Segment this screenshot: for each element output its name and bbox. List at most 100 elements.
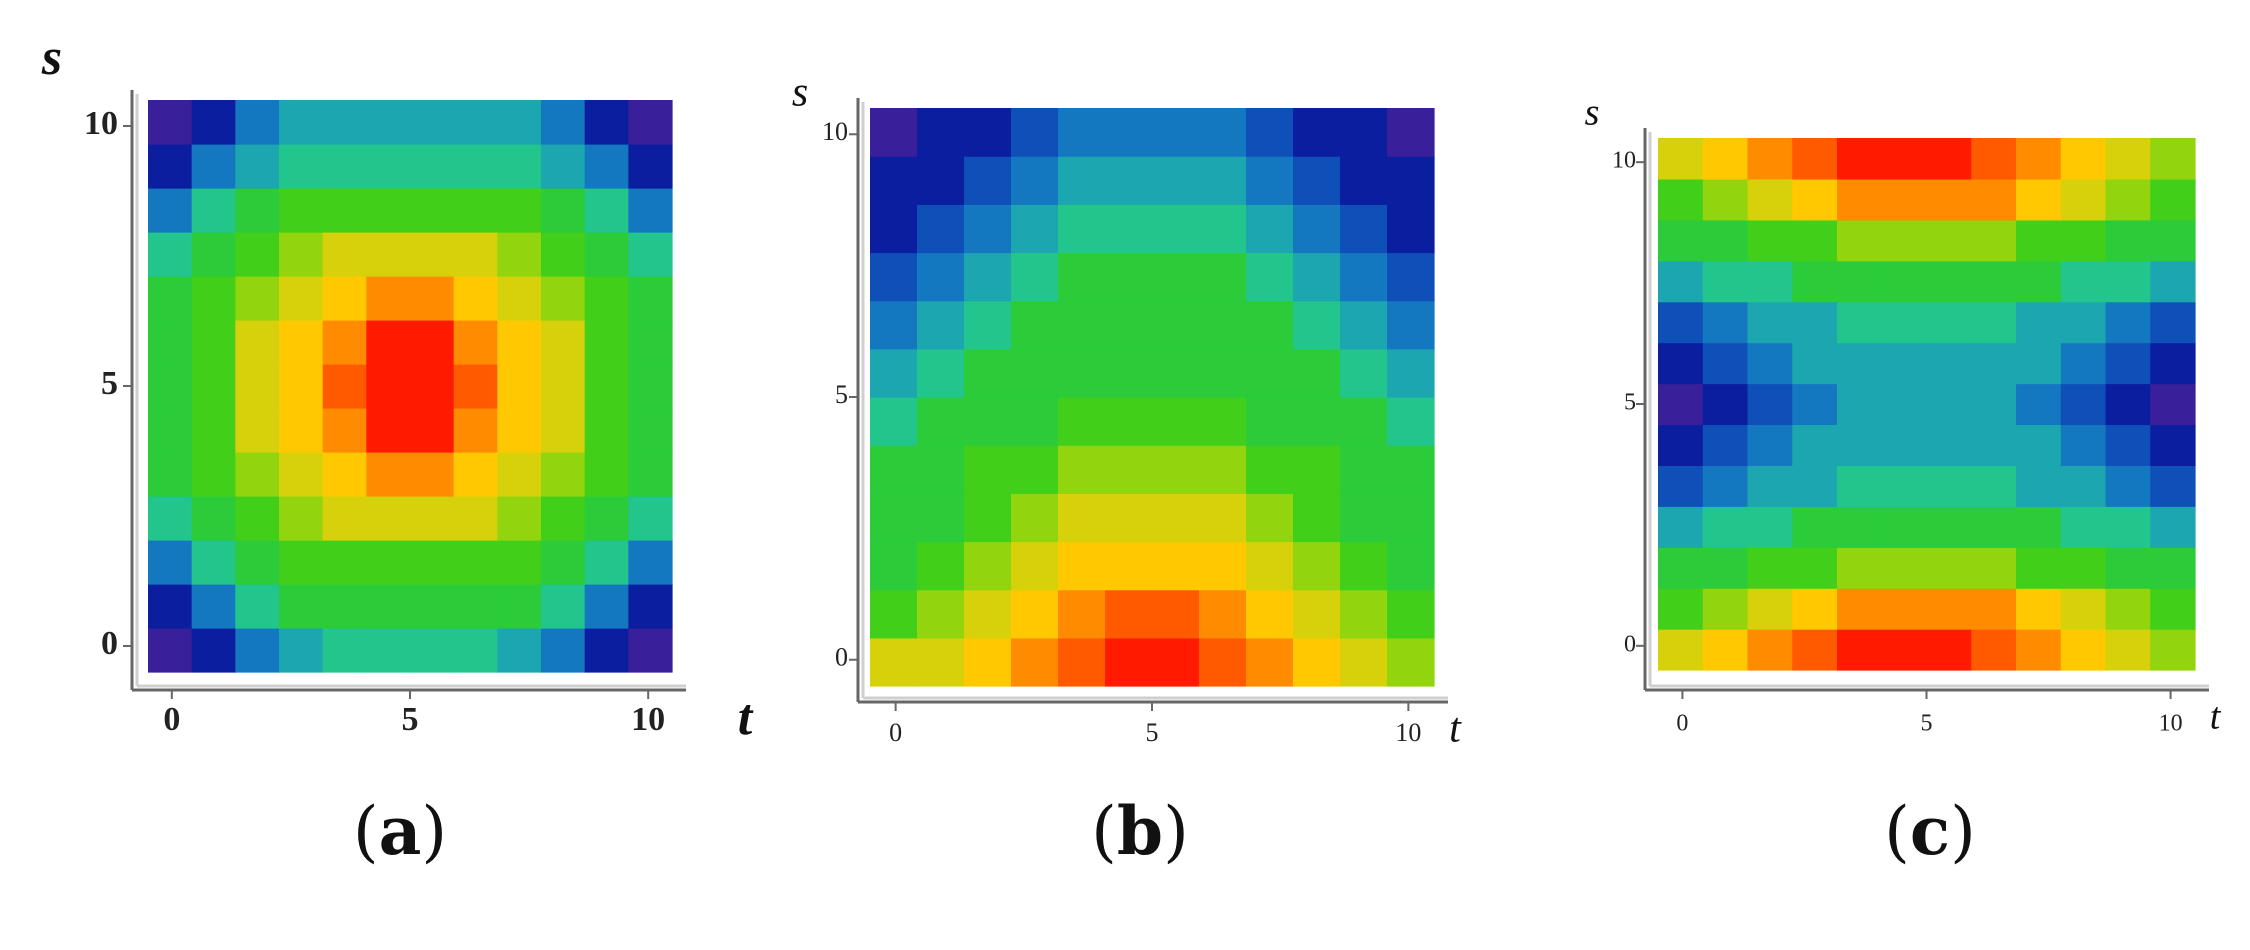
heatmap-cell [541, 496, 586, 541]
heatmap-cell [541, 628, 586, 673]
heatmap-cell [1340, 252, 1388, 302]
heatmap-cell [1246, 204, 1294, 254]
heatmap-cell [917, 493, 965, 543]
heatmap-cell [917, 541, 965, 591]
heatmap-cell [322, 188, 367, 233]
heatmap-cell [628, 144, 673, 189]
heatmap-cell [1387, 541, 1435, 591]
heatmap-cell [2105, 465, 2151, 507]
heatmap-cell [917, 252, 965, 302]
panel-caption: (b) [1091, 792, 1189, 870]
heatmap-cell [2060, 260, 2107, 303]
heatmap-cell [2060, 465, 2107, 507]
heatmap-cell [964, 300, 1012, 350]
heatmap-cell [191, 364, 236, 409]
heatmap-cell [453, 276, 498, 321]
heatmap-cell [2060, 138, 2107, 180]
x-tick-label: 0 [889, 718, 902, 747]
heatmap-cell [964, 493, 1012, 543]
heatmap-cell [1152, 348, 1200, 398]
heatmap-cell [1792, 465, 1838, 507]
heatmap-cell [1837, 506, 1883, 548]
heatmap-cell [2105, 260, 2151, 303]
heatmap-cell [584, 408, 629, 453]
heatmap-cell [1011, 493, 1059, 543]
heatmap-cell [1747, 383, 1793, 426]
heatmap-cell [497, 408, 542, 453]
heatmap-cell [366, 364, 411, 409]
panel-caption: (a) [352, 792, 448, 870]
heatmap-cell [1926, 178, 1972, 221]
heatmap-cell [2150, 629, 2196, 671]
heatmap-cell [2016, 465, 2062, 507]
heatmap-cell [1340, 156, 1388, 205]
heatmap-cell [497, 540, 542, 585]
heatmap-cell [453, 496, 498, 541]
heatmap-cell [1340, 397, 1388, 446]
heatmap-cell [2016, 301, 2062, 344]
heatmap-cell [148, 232, 193, 277]
heatmap-cell [1881, 301, 1928, 344]
heatmap-cell [1702, 138, 1749, 180]
y-axis-label: s [41, 29, 62, 86]
heatmap-cell [1105, 156, 1153, 205]
heatmap-cell [2016, 138, 2062, 180]
heatmap-cell [1926, 547, 1972, 589]
heatmap-cell [1152, 108, 1200, 157]
heatmap-cell [410, 276, 455, 321]
heatmap-cell [1293, 156, 1341, 205]
heatmap-cell [584, 628, 629, 673]
heatmap-cell [1387, 252, 1435, 302]
heatmap-cell [1246, 108, 1294, 157]
heatmap-cell [628, 540, 673, 585]
heatmap-cell [366, 188, 411, 233]
x-tick-label: 0 [163, 701, 180, 738]
heatmap-cell [1293, 637, 1341, 687]
heatmap-cell [2150, 383, 2196, 426]
heatmap-cell [410, 628, 455, 673]
heatmap-cell [2016, 588, 2062, 630]
heatmap-cell [1971, 219, 2017, 262]
heatmap-cell [410, 364, 455, 409]
heatmap-cell [628, 188, 673, 233]
heatmap-cell [148, 364, 193, 409]
heatmap-cell [584, 276, 629, 321]
heatmap-cell [366, 100, 411, 145]
heatmap-cell [1971, 588, 2017, 630]
heatmap-cell [541, 276, 586, 321]
heatmap-cell [1926, 383, 1972, 426]
heatmap-cell [1387, 397, 1435, 446]
heatmap-cell [235, 408, 280, 453]
heatmap-cell [453, 144, 498, 189]
heatmap-cell [1293, 108, 1341, 157]
heatmap-cell [1881, 383, 1928, 426]
heatmap-cell [279, 408, 324, 453]
heatmap-cell [2060, 383, 2107, 426]
heatmap-cell [497, 320, 542, 365]
heatmap-cell [497, 496, 542, 541]
heatmap-cell [1058, 493, 1106, 543]
heatmap-cell [279, 628, 324, 673]
x-tick-label: 5 [1921, 711, 1933, 737]
heatmap-cell [235, 100, 280, 145]
heatmap-cell [322, 408, 367, 453]
heatmap-cell [2150, 342, 2196, 385]
heatmap-cell [541, 100, 586, 145]
heatmap-cell [1199, 445, 1247, 494]
heatmap-cell [2016, 506, 2062, 548]
heatmap-cell [1792, 138, 1838, 180]
heatmap-cell [1199, 637, 1247, 687]
heatmap-cell [870, 445, 918, 494]
heatmap-cell [2150, 547, 2196, 589]
heatmap-cell [2105, 506, 2151, 548]
heatmap-cell [628, 452, 673, 497]
heatmap-cell [870, 397, 918, 446]
heatmap-cell [322, 452, 367, 497]
heatmap-cell [1152, 204, 1200, 254]
heatmap-cell [1926, 138, 1972, 180]
heatmap-cell [2016, 260, 2062, 303]
heatmap-cell [1340, 493, 1388, 543]
y-axis-label: s [792, 70, 808, 116]
x-axis-label: t [2210, 696, 2222, 738]
heatmap-cell [1792, 506, 1838, 548]
